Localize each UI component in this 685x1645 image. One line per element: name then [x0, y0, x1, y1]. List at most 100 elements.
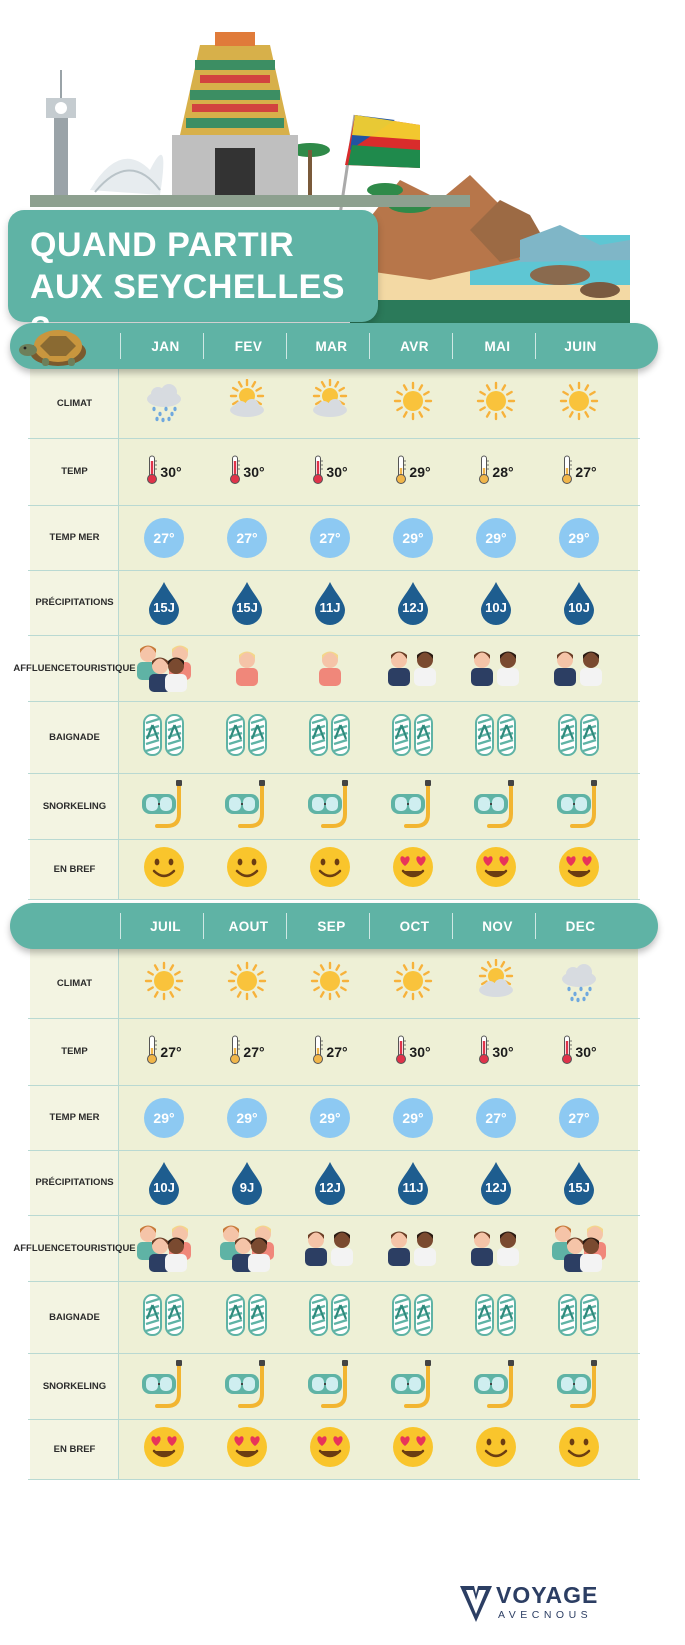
- snorkel-mask-icon: [471, 778, 521, 835]
- air-temperature: 30°: [312, 455, 348, 490]
- month-separator: [120, 333, 121, 359]
- cell-precipitations: 9J: [204, 1151, 290, 1215]
- cell-temp: 27°: [287, 1019, 373, 1085]
- row-en-bref: EN BREF: [28, 1420, 640, 1480]
- cell-temp-mer: 27°: [287, 506, 373, 570]
- rain-days-value: 10J: [153, 1180, 175, 1195]
- sea-temperature-badge: 29°: [393, 518, 433, 558]
- cell-snorkeling: [536, 774, 622, 839]
- row-label-en-bref: EN BREF: [30, 1420, 119, 1479]
- cell-baignade: [536, 1282, 622, 1353]
- cell-temp: 27°: [536, 439, 622, 505]
- cell-climat: [536, 369, 622, 438]
- cell-temp: 30°: [370, 1019, 456, 1085]
- cell-en-bref: [204, 840, 290, 899]
- air-temperature: 27°: [561, 455, 597, 490]
- rain-cloud-icon: [557, 959, 601, 1008]
- rain-drop-icon: 15J: [560, 1160, 598, 1206]
- sun-icon: [474, 379, 518, 428]
- rain-days-value: 15J: [236, 600, 258, 615]
- sea-temperature-badge: 29°: [227, 1098, 267, 1138]
- flip-flops-icon: [387, 1291, 439, 1344]
- cell-snorkeling: [370, 1354, 456, 1419]
- header-illustration: QUAND PARTIR AUX SEYCHELLES ?: [0, 0, 685, 348]
- rain-cloud-icon: [142, 379, 186, 428]
- row-label-precipitations: PRÉCIPITATIONS: [30, 1151, 119, 1215]
- rain-days-value: 12J: [319, 1180, 341, 1195]
- cell-en-bref: [453, 840, 539, 899]
- cell-precipitations: 11J: [370, 1151, 456, 1215]
- cell-temp-mer: 27°: [204, 506, 290, 570]
- month-header-bar: JUIL AOUT SEP OCT NOV DEC: [10, 903, 658, 949]
- cell-affluence-touristique: [536, 1216, 622, 1281]
- cell-precipitations: 15J: [536, 1151, 622, 1215]
- cell-temp-mer: 29°: [287, 1086, 373, 1150]
- smiley-emoji-icon: [142, 845, 186, 894]
- row-label-affluence-touristique: AFFLUENCE TOURISTIQUE: [13, 1216, 135, 1281]
- row-label-text: SNORKELING: [42, 800, 107, 812]
- temperature-value: 30°: [160, 464, 182, 480]
- temperature-value: 30°: [326, 464, 348, 480]
- rain-drop-icon: 10J: [560, 580, 598, 626]
- title-line-1: QUAND PARTIR: [30, 226, 295, 264]
- row-en-bref: EN BREF: [28, 840, 640, 900]
- month-separator: [452, 333, 453, 359]
- section-2: CLIMAT TEMP 27° 27° 27° 30° 30° 30° TEMP …: [10, 903, 658, 1490]
- month-separator: [369, 913, 370, 939]
- snorkel-mask-icon: [139, 1358, 189, 1415]
- cell-snorkeling: [287, 774, 373, 839]
- smiley-emoji-icon: [308, 845, 352, 894]
- cell-precipitations: 15J: [121, 571, 207, 635]
- row-label-temp: TEMP: [30, 439, 119, 505]
- row-label-text: PRÉCIPITATIONS: [35, 1177, 114, 1188]
- tourists-icon: [308, 644, 352, 693]
- cell-snorkeling: [370, 774, 456, 839]
- tourists-icon: [468, 644, 524, 693]
- month-sep: SEP: [317, 918, 346, 934]
- cell-temp-mer: 29°: [536, 506, 622, 570]
- heart-eyes-emoji-icon: [474, 845, 518, 894]
- cell-baignade: [121, 702, 207, 773]
- row-label-baignade: BAIGNADE: [30, 1282, 119, 1353]
- row-label-snorkeling: SNORKELING: [30, 1354, 119, 1419]
- cell-climat: [370, 369, 456, 438]
- row-label-text: EN BREF: [53, 863, 96, 875]
- heart-eyes-emoji-icon: [142, 1425, 186, 1474]
- rain-drop-icon: 11J: [394, 1160, 432, 1206]
- month-aout: AOUT: [228, 918, 269, 934]
- heart-eyes-emoji-icon: [391, 1425, 435, 1474]
- smiley-emoji-icon: [557, 1425, 601, 1474]
- cell-climat: [536, 949, 622, 1018]
- cell-affluence-touristique: [204, 636, 290, 701]
- snorkel-mask-icon: [388, 778, 438, 835]
- cell-temp-mer: 29°: [370, 506, 456, 570]
- cell-climat: [121, 949, 207, 1018]
- rain-days-value: 10J: [485, 600, 507, 615]
- snorkel-mask-icon: [554, 1358, 604, 1415]
- cell-en-bref: [204, 1420, 290, 1479]
- cell-snorkeling: [121, 774, 207, 839]
- cell-affluence-touristique: [204, 1216, 290, 1281]
- thermometer-icon: [312, 1035, 324, 1070]
- v-logo-icon: [460, 1586, 492, 1622]
- month-nov: NOV: [482, 918, 513, 934]
- month-oct: OCT: [399, 918, 430, 934]
- rain-drop-icon: 12J: [311, 1160, 349, 1206]
- temperature-value: 29°: [409, 464, 431, 480]
- row-climat: CLIMAT: [28, 949, 640, 1019]
- cell-climat: [453, 369, 539, 438]
- month-header-bar: JAN FEV MAR AVR MAI JUIN: [10, 323, 658, 369]
- row-label-text: TEMP: [61, 1046, 88, 1057]
- cell-snorkeling: [453, 774, 539, 839]
- cell-precipitations: 10J: [121, 1151, 207, 1215]
- air-temperature: 30°: [478, 1035, 514, 1070]
- sea-temperature-badge: 29°: [393, 1098, 433, 1138]
- sun-icon: [557, 379, 601, 428]
- temperature-value: 27°: [160, 1044, 182, 1060]
- thermometer-icon: [229, 455, 241, 490]
- cell-climat: [204, 949, 290, 1018]
- row-climat: CLIMAT: [28, 369, 640, 439]
- cell-en-bref: [453, 1420, 539, 1479]
- snorkel-mask-icon: [222, 778, 272, 835]
- cell-climat: [453, 949, 539, 1018]
